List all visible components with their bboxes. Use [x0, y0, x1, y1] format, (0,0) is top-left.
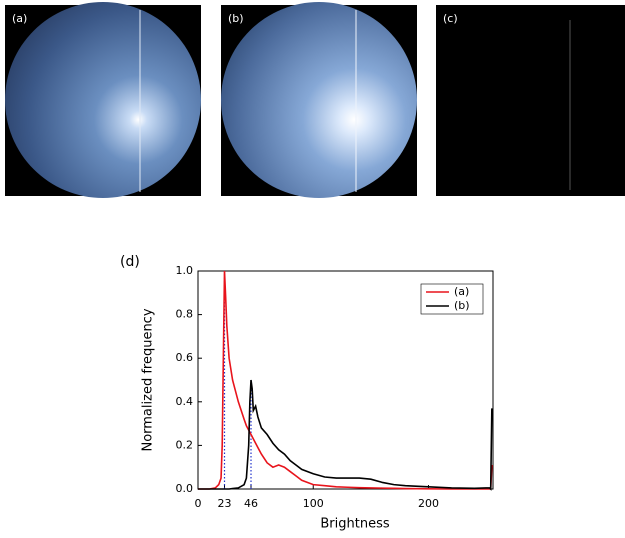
x-axis-label: Brightness	[320, 517, 389, 532]
y-tick-label: 0.8	[176, 308, 194, 321]
y-tick-label: 0.2	[176, 438, 194, 451]
panel-label: (b)	[228, 12, 244, 25]
panel-label: (d)	[120, 254, 140, 270]
x-tick-label: 0	[195, 497, 202, 510]
y-axis-label: Normalized frequency	[141, 308, 156, 451]
plot-frame	[197, 270, 494, 490]
panel-label: (c)	[443, 12, 458, 25]
x-tick-label: 100	[303, 497, 324, 510]
legend-label: (a)	[454, 285, 469, 298]
y-tick-label: 1.0	[176, 264, 194, 277]
y-tick-label: 0.6	[176, 351, 194, 364]
x-tick-label: 46	[244, 497, 258, 510]
legend-box	[420, 283, 484, 315]
x-tick-label: 200	[418, 497, 439, 510]
image-c	[436, 5, 625, 196]
series-line	[198, 270, 493, 490]
panel-label: (a)	[12, 12, 27, 25]
image-b	[221, 2, 417, 198]
y-tick-label: 0.4	[176, 395, 194, 408]
series-line	[198, 379, 493, 491]
y-tick-label: 0.0	[176, 482, 194, 495]
legend-label: (b)	[454, 299, 470, 312]
x-tick-label: 23	[218, 497, 232, 510]
image-a	[5, 2, 201, 198]
